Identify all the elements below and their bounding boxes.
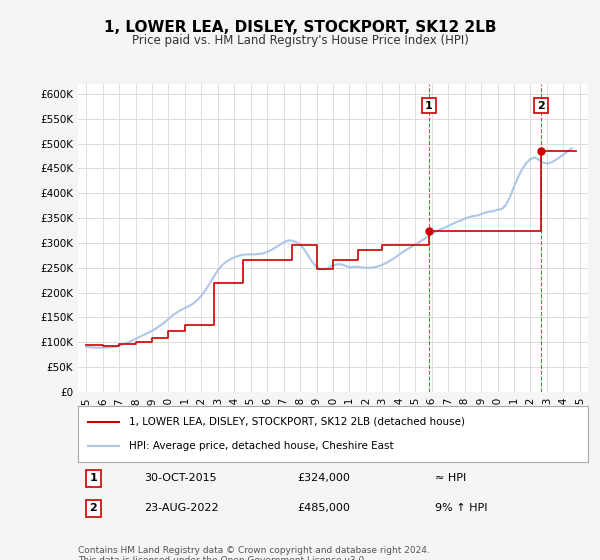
Text: 2: 2 — [537, 101, 545, 110]
Text: 1, LOWER LEA, DISLEY, STOCKPORT, SK12 2LB: 1, LOWER LEA, DISLEY, STOCKPORT, SK12 2L… — [104, 20, 496, 35]
Text: 1, LOWER LEA, DISLEY, STOCKPORT, SK12 2LB (detached house): 1, LOWER LEA, DISLEY, STOCKPORT, SK12 2L… — [129, 417, 465, 427]
Text: 23-AUG-2022: 23-AUG-2022 — [145, 503, 219, 514]
Text: 2: 2 — [89, 503, 97, 514]
Text: HPI: Average price, detached house, Cheshire East: HPI: Average price, detached house, Ches… — [129, 441, 394, 451]
Text: 1: 1 — [89, 473, 97, 483]
Text: ≈ HPI: ≈ HPI — [435, 473, 466, 483]
Text: Price paid vs. HM Land Registry's House Price Index (HPI): Price paid vs. HM Land Registry's House … — [131, 34, 469, 46]
Text: 1: 1 — [425, 101, 433, 110]
Text: 30-OCT-2015: 30-OCT-2015 — [145, 473, 217, 483]
Text: 9% ↑ HPI: 9% ↑ HPI — [435, 503, 487, 514]
Text: Contains HM Land Registry data © Crown copyright and database right 2024.
This d: Contains HM Land Registry data © Crown c… — [78, 546, 430, 560]
Text: £485,000: £485,000 — [297, 503, 350, 514]
Text: £324,000: £324,000 — [297, 473, 350, 483]
